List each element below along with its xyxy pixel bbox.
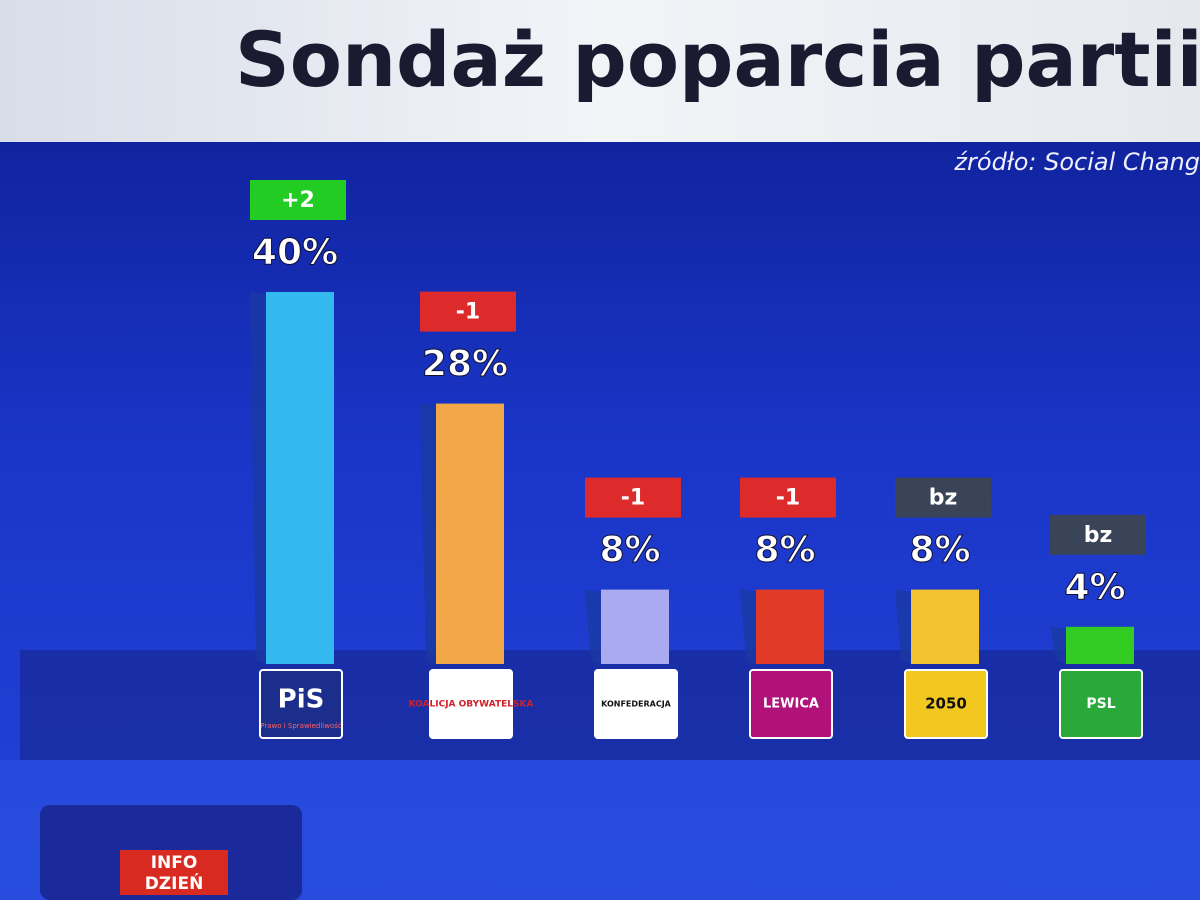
party-logo (904, 669, 988, 739)
chart-title: Sondaż poparcia partii p (235, 15, 1200, 104)
value-label: 8% (909, 530, 970, 571)
branding-logo (120, 850, 228, 895)
bar (601, 589, 669, 664)
party-logo (1059, 669, 1143, 739)
x-tick-label: KONFEDERACJA (601, 700, 672, 709)
bar (911, 589, 979, 664)
party-logo (749, 669, 833, 739)
bar-side (895, 589, 911, 664)
change-label: -1 (621, 486, 645, 511)
party-logo (429, 669, 513, 739)
x-tick-label: 2050 (925, 695, 967, 713)
x-tick-label: PiS (278, 685, 325, 715)
title-bar (0, 0, 1200, 142)
party-logo (594, 669, 678, 739)
bar (1066, 626, 1134, 664)
change-badge (1050, 514, 1146, 555)
change-label: -1 (776, 486, 800, 511)
change-label: +2 (281, 188, 315, 213)
value-label: 28% (422, 344, 508, 385)
x-tick-label: KOALICJA OBYWATELSKA (409, 700, 534, 710)
bar-side (250, 292, 266, 664)
change-badge (585, 477, 681, 518)
change-badge (250, 180, 346, 220)
change-label: bz (1084, 523, 1113, 548)
bar (756, 589, 824, 664)
x-tick-label: PSL (1086, 696, 1115, 712)
value-label: 40% (252, 232, 338, 273)
value-label: 4% (1064, 567, 1125, 608)
value-label: 8% (599, 530, 660, 571)
branding-line: DZIEŃ (145, 872, 204, 894)
party-logo (259, 669, 343, 739)
bar-side (420, 403, 436, 664)
source: źródło: Social Chang (953, 148, 1200, 176)
branding-line: INFO (151, 853, 198, 873)
change-badge (895, 477, 991, 518)
change-badge (740, 477, 836, 518)
change-badge (420, 291, 516, 332)
category-subtitle: Prawo i Sprawiedliwość (260, 722, 342, 730)
x-tick-label: LEWICA (763, 697, 819, 712)
bar-side (740, 589, 756, 664)
bar (266, 292, 334, 664)
bar-side (585, 589, 601, 664)
bar (436, 403, 504, 664)
change-label: -1 (456, 300, 480, 325)
value-label: 8% (754, 530, 815, 571)
bar-side (1050, 626, 1066, 664)
change-label: bz (929, 486, 958, 511)
